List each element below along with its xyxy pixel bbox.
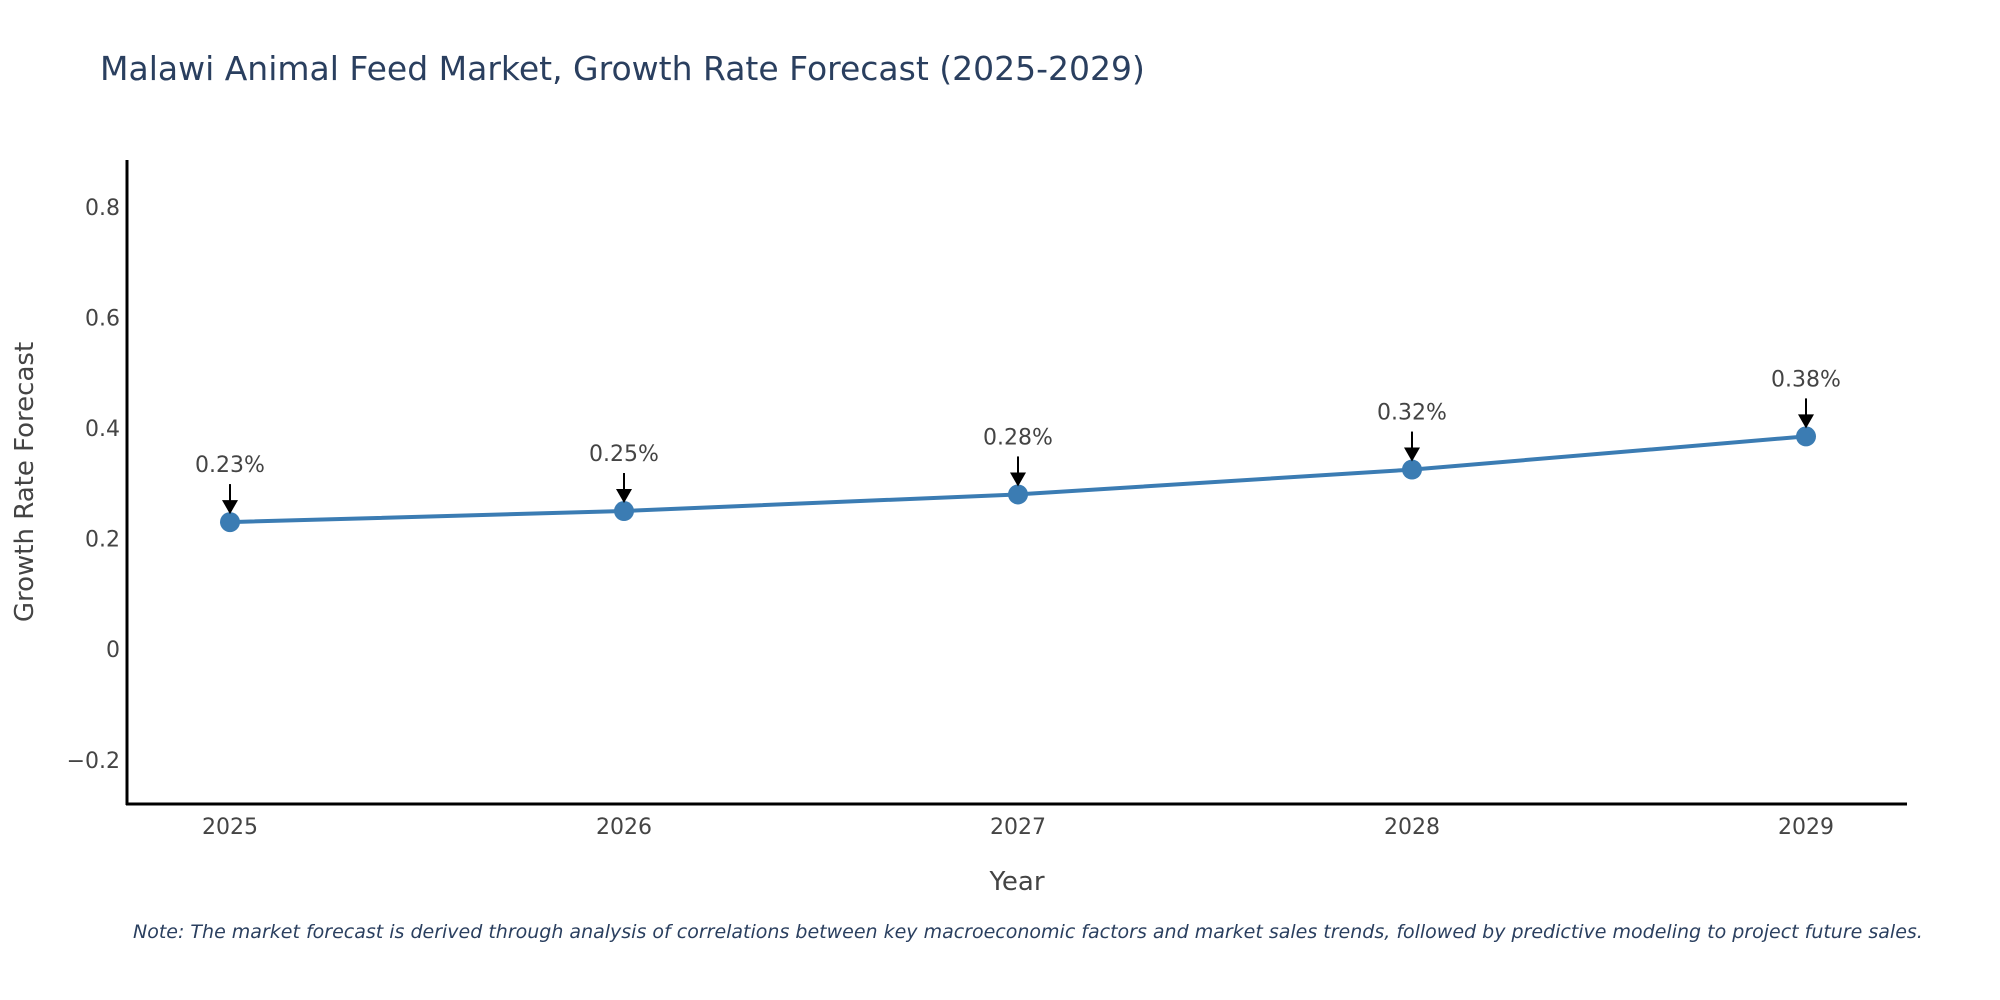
annotation-arrow-head: [1010, 472, 1026, 487]
data-label: 0.28%: [983, 425, 1053, 450]
chart-note: Note: The market forecast is derived thr…: [133, 921, 1923, 943]
y-tick-label: 0: [106, 638, 120, 663]
x-tick-label: 2028: [1384, 815, 1440, 840]
chart-title: Malawi Animal Feed Market, Growth Rate F…: [100, 49, 1145, 88]
x-axis-ticks: 2025 2026 2027 2028 2029: [202, 815, 1834, 840]
x-tick-label: 2025: [202, 815, 258, 840]
data-point-marker: [614, 501, 634, 522]
y-tick-label: −0.2: [67, 749, 120, 774]
y-tick-label: 0.4: [85, 417, 120, 442]
y-tick-label: 0.6: [85, 307, 120, 332]
annotation-arrow-head: [222, 500, 238, 515]
x-tick-label: 2029: [1778, 815, 1834, 840]
data-point-marker: [1008, 484, 1028, 505]
annotation-arrow-head: [1404, 447, 1420, 462]
data-annotations: 0.23% 0.25% 0.28% 0.32% 0.38%: [195, 367, 1841, 515]
data-point-marker: [220, 512, 240, 533]
y-axis-ticks: −0.2 0 0.2 0.4 0.6 0.8: [67, 196, 120, 774]
annotation-arrow-head: [1798, 414, 1814, 429]
data-label: 0.32%: [1377, 401, 1447, 426]
data-point-marker: [1402, 459, 1422, 480]
annotation-arrow-head: [616, 489, 632, 504]
data-label: 0.25%: [589, 442, 659, 467]
y-tick-label: 0.8: [85, 196, 120, 221]
y-axis-title: Growth Rate Forecast: [10, 342, 40, 622]
x-axis-title: Year: [988, 867, 1044, 897]
data-label: 0.38%: [1771, 367, 1841, 392]
data-markers: [220, 426, 1816, 533]
x-tick-label: 2026: [596, 815, 652, 840]
data-label: 0.23%: [195, 453, 265, 478]
y-tick-label: 0.2: [85, 528, 120, 553]
data-point-marker: [1796, 426, 1816, 447]
x-tick-label: 2027: [990, 815, 1046, 840]
